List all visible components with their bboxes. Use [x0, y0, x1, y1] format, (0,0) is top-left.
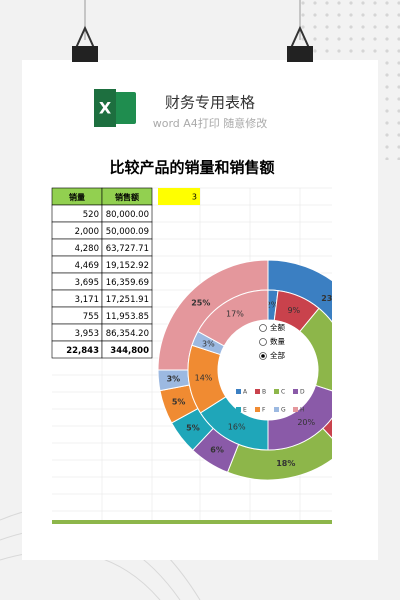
legend-swatch: [274, 407, 279, 412]
cell-text: 50,000.09: [106, 227, 149, 237]
cell-text: 17,251.91: [106, 295, 149, 305]
segment-label: 23%: [321, 294, 340, 303]
total-cell: [101, 340, 153, 359]
radio-label: 数量: [270, 336, 285, 346]
sheet-bottom-bar: [52, 520, 332, 524]
sheet-title: 比较产品的销量和销售额: [109, 159, 274, 177]
segment-label: 20%: [297, 418, 315, 427]
radio-button[interactable]: [259, 324, 267, 332]
header-text: 销售额: [115, 192, 139, 202]
segment-label: 6%: [210, 446, 224, 455]
total-text: 344,800: [110, 346, 149, 356]
segment-label: 17%: [226, 310, 244, 319]
cell-text: 3,953: [75, 329, 99, 339]
segment-label: 2%: [266, 301, 279, 310]
cell-text: 63,727.71: [106, 244, 149, 254]
donut-segment: [299, 307, 332, 392]
legend-label: A: [243, 389, 248, 396]
segment-label: 16%: [228, 422, 246, 431]
donut-chart: 23% 18% 6% 5% 5% 3% 25% 2% 9% 20% 16% 14% 3% 17% A B C D E…: [157, 259, 340, 481]
cell-text: 2,000: [75, 227, 99, 237]
cell-text: 755: [83, 312, 99, 322]
legend-label: E: [243, 407, 247, 414]
radio-label: 全部: [270, 350, 285, 360]
cell-text: 19,152.92: [106, 261, 149, 271]
radio-button[interactable]: [259, 338, 267, 346]
legend-swatch: [255, 407, 260, 412]
radio-label: 全额: [270, 322, 285, 332]
total-text: 22,843: [66, 346, 99, 356]
cell-text: 3,171: [75, 295, 99, 305]
segment-label: 25%: [191, 298, 210, 307]
legend-label: H: [300, 407, 305, 414]
binder-clips: [72, 0, 313, 62]
legend-swatch: [236, 407, 241, 412]
segment-label: 3%: [202, 340, 215, 349]
cell-text: 86,354.20: [106, 329, 149, 339]
legend-label: F: [262, 407, 266, 414]
legend-label: B: [262, 389, 266, 396]
cell-text: 4,280: [75, 244, 99, 254]
donut-segment: [322, 417, 332, 439]
icon-letter: X: [99, 99, 112, 118]
legend-swatch: [255, 389, 260, 394]
segment-label: 9%: [287, 306, 300, 315]
legend-label: C: [281, 389, 285, 396]
radio-dot: [261, 354, 265, 358]
cell-text: 3,695: [75, 278, 99, 288]
segment-label: 3%: [167, 374, 181, 383]
legend-label: G: [281, 407, 286, 414]
header-title: 财务专用表格: [165, 94, 255, 112]
legend-swatch: [293, 389, 298, 394]
selector-cell[interactable]: [158, 188, 200, 205]
data-table: 销量 销售额 520 80,000.00 2,000 50,000.09 4,280 63,7…: [51, 187, 153, 359]
legend-swatch: [293, 407, 298, 412]
excel-icon: X: [94, 89, 136, 127]
legend-label: D: [300, 389, 305, 396]
selector-value: 3: [192, 193, 197, 202]
header-subtitle: word A4打印 随意修改: [153, 116, 268, 130]
legend-swatch: [274, 389, 279, 394]
cell-text: 16,359.69: [106, 278, 149, 288]
segment-label: 18%: [276, 459, 295, 468]
segment-label: 5%: [186, 424, 200, 433]
segment-label: 14%: [195, 374, 213, 383]
donut-center: [218, 320, 318, 420]
cell-text: 4,469: [75, 261, 99, 271]
header-text: 销量: [69, 192, 85, 202]
cell-text: 11,953.85: [106, 312, 149, 322]
cell-text: 520: [83, 210, 99, 220]
legend-swatch: [236, 389, 241, 394]
cell-text: 80,000.00: [106, 210, 149, 220]
segment-label: 5%: [172, 398, 186, 407]
